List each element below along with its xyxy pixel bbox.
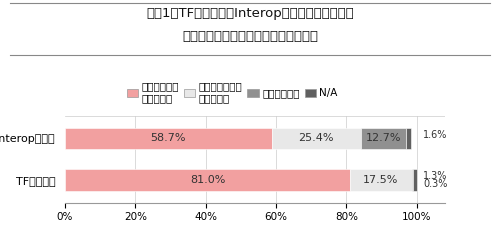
Text: 58.7%: 58.7% xyxy=(150,134,186,143)
Text: 25.4%: 25.4% xyxy=(298,134,334,143)
Text: 枕渇に対する認知状況の比較のグラフ: 枕渇に対する認知状況の比較のグラフ xyxy=(182,30,318,43)
Bar xyxy=(412,169,417,191)
Text: 1.3%: 1.3% xyxy=(423,171,448,181)
Bar xyxy=(406,128,411,149)
Bar xyxy=(361,128,406,149)
Text: 0.3%: 0.3% xyxy=(423,179,448,189)
Text: ＜図1＞TF参加組織とInteropの来場者における、: ＜図1＞TF参加組織とInteropの来場者における、 xyxy=(146,7,354,20)
Legend: 時期を含めて
知っていた, 時期は不明だが
知っていた, 知らなかった, N/A: 時期を含めて 知っていた, 時期は不明だが 知っていた, 知らなかった, N/A xyxy=(126,82,338,103)
Text: 1.6%: 1.6% xyxy=(423,130,448,140)
Text: 81.0%: 81.0% xyxy=(190,175,225,185)
Bar xyxy=(65,128,272,149)
Text: 17.5%: 17.5% xyxy=(363,175,398,185)
Bar xyxy=(272,128,361,149)
Text: 12.7%: 12.7% xyxy=(366,134,401,143)
Bar xyxy=(65,169,350,191)
Bar xyxy=(350,169,412,191)
